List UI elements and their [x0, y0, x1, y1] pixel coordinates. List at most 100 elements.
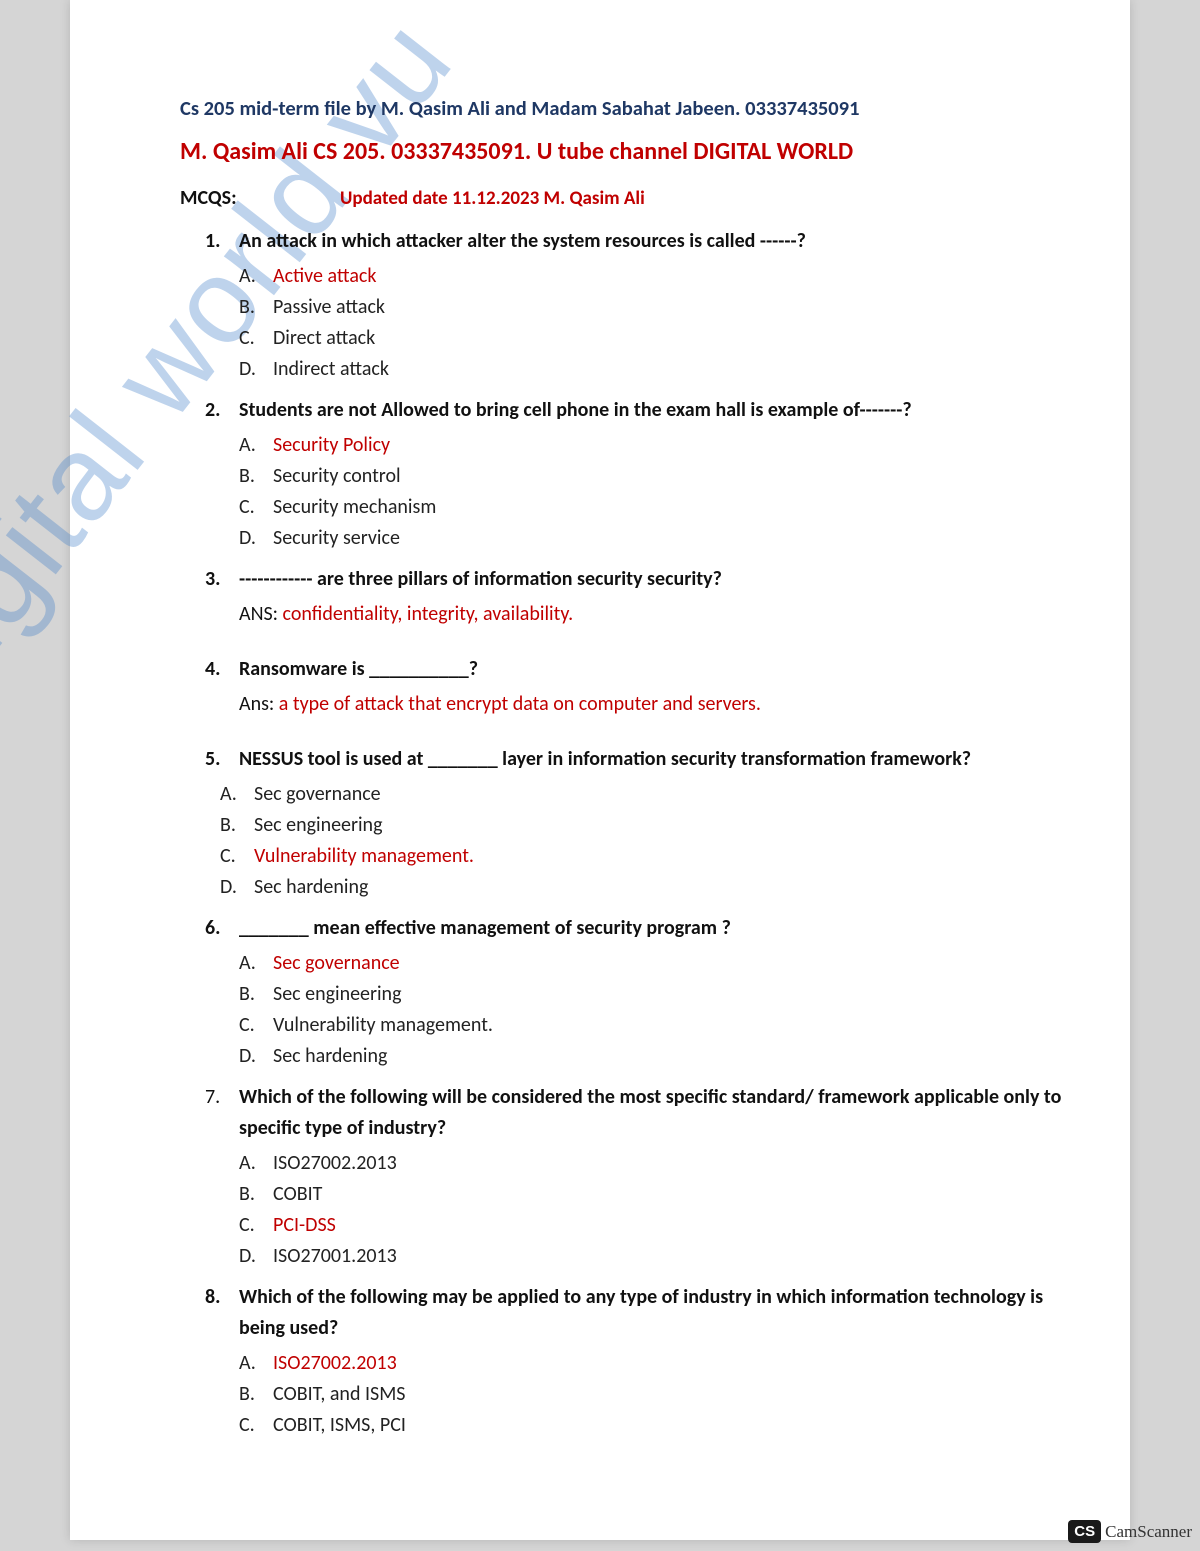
option-letter: B. [239, 979, 273, 1010]
option-letter: C. [239, 1210, 273, 1241]
content-area: Cs 205 mid-term file by M. Qasim Ali and… [125, 95, 1075, 1441]
option-letter: D. [239, 523, 273, 554]
question-body: Which of the following may be applied to… [239, 1282, 1075, 1344]
option-letter: D. [239, 354, 273, 385]
answer-value: confidentiality, integrity, availability… [283, 602, 574, 626]
option-letter: A. [239, 948, 273, 979]
question-text: 6. _______ mean effective management of … [180, 913, 1075, 944]
option-d: D.Security service [239, 523, 1075, 554]
updated-date: Updated date 11.12.2023 M. Qasim Ali [340, 187, 645, 210]
option-a: A.ISO27002.2013 [239, 1348, 1075, 1379]
option-b: B.Security control [239, 461, 1075, 492]
question-body: An attack in which attacker alter the sy… [239, 226, 1075, 257]
option-text: Indirect attack [273, 354, 389, 385]
option-text: ISO27001.2013 [273, 1241, 397, 1272]
option-letter: B. [239, 292, 273, 323]
spacer [180, 640, 1075, 654]
spacer [180, 730, 1075, 744]
option-letter: C. [239, 323, 273, 354]
option-c: C.PCI-DSS [239, 1210, 1075, 1241]
question-text: 8. Which of the following may be applied… [180, 1282, 1075, 1344]
option-c: C.Security mechanism [239, 492, 1075, 523]
option-b: B.COBIT [239, 1179, 1075, 1210]
mcqs-row: MCQS: Updated date 11.12.2023 M. Qasim A… [180, 186, 1075, 210]
option-letter: D. [239, 1041, 273, 1072]
option-text: COBIT, and ISMS [273, 1379, 406, 1410]
question-number: 7. [205, 1082, 239, 1113]
options-list: A.ISO27002.2013 B.COBIT C.PCI-DSS D.ISO2… [180, 1148, 1075, 1272]
option-letter: B. [239, 1179, 273, 1210]
option-text: Sec hardening [254, 872, 368, 903]
option-text: Sec engineering [254, 810, 382, 841]
option-c: C.Vulnerability management. [239, 1010, 1075, 1041]
option-text: Direct attack [273, 323, 375, 354]
answer-value: a type of attack that encrypt data on co… [279, 692, 761, 716]
options-list: A.ISO27002.2013 B.COBIT, and ISMS C.COBI… [180, 1348, 1075, 1441]
option-letter: A. [239, 1348, 273, 1379]
option-text: COBIT, ISMS, PCI [273, 1410, 406, 1441]
options-list: A.Sec governance B.Sec engineering C.Vul… [180, 779, 1075, 903]
option-a: A.Active attack [239, 261, 1075, 292]
option-letter: D. [239, 1241, 273, 1272]
question-1: 1. An attack in which attacker alter the… [180, 226, 1075, 385]
question-text: 5. NESSUS tool is used at _______ layer … [180, 744, 1075, 775]
option-a: A.Security Policy [239, 430, 1075, 461]
option-c: C.COBIT, ISMS, PCI [239, 1410, 1075, 1441]
options-list: A.Sec governance B.Sec engineering C.Vul… [180, 948, 1075, 1072]
option-letter: C. [239, 1010, 273, 1041]
options-list: A.Active attack B.Passive attack C.Direc… [180, 261, 1075, 385]
answer-label: ANS: [239, 602, 283, 626]
option-text: PCI-DSS [273, 1210, 336, 1241]
question-body: Students are not Allowed to bring cell p… [239, 395, 1075, 426]
option-b: B.Sec engineering [220, 810, 1075, 841]
camscanner-text: CamScanner [1105, 1522, 1192, 1542]
option-b: B.Passive attack [239, 292, 1075, 323]
option-text: Vulnerability management. [273, 1010, 493, 1041]
option-letter: C. [220, 841, 254, 872]
option-d: D.ISO27001.2013 [239, 1241, 1075, 1272]
question-number: 3. [205, 564, 239, 595]
question-body: Which of the following will be considere… [239, 1082, 1075, 1144]
option-letter: D. [220, 872, 254, 903]
question-list: 1. An attack in which attacker alter the… [180, 226, 1075, 1441]
option-text: ISO27002.2013 [273, 1148, 397, 1179]
option-text: ISO27002.2013 [273, 1348, 397, 1379]
option-b: B.COBIT, and ISMS [239, 1379, 1075, 1410]
question-number: 8. [205, 1282, 239, 1313]
camscanner-watermark: CS CamScanner [1068, 1520, 1192, 1543]
option-text: Sec governance [273, 948, 400, 979]
option-text: Active attack [273, 261, 376, 292]
question-number: 4. [205, 654, 239, 685]
question-text: 4. Ransomware is __________? [180, 654, 1075, 685]
question-text: 2. Students are not Allowed to bring cel… [180, 395, 1075, 426]
mcqs-label: MCQS: [180, 186, 340, 210]
option-letter: B. [239, 461, 273, 492]
option-letter: A. [239, 430, 273, 461]
option-text: Vulnerability management. [254, 841, 474, 872]
option-text: Security control [273, 461, 401, 492]
question-5: 5. NESSUS tool is used at _______ layer … [180, 744, 1075, 903]
question-7: 7. Which of the following will be consid… [180, 1082, 1075, 1272]
camscanner-badge: CS [1068, 1520, 1101, 1543]
question-4: 4. Ransomware is __________? Ans: a type… [180, 654, 1075, 720]
option-letter: B. [239, 1379, 273, 1410]
question-body: NESSUS tool is used at _______ layer in … [239, 744, 1075, 775]
question-text: 7. Which of the following will be consid… [180, 1082, 1075, 1144]
option-text: Security Policy [273, 430, 390, 461]
option-letter: C. [239, 492, 273, 523]
question-number: 2. [205, 395, 239, 426]
option-text: Security mechanism [273, 492, 436, 523]
option-text: COBIT [273, 1179, 322, 1210]
option-letter: A. [239, 261, 273, 292]
answer-line: ANS: confidentiality, integrity, availab… [180, 599, 1075, 630]
question-8: 8. Which of the following may be applied… [180, 1282, 1075, 1441]
option-c: C.Direct attack [239, 323, 1075, 354]
question-text: 3. ------------ are three pillars of inf… [180, 564, 1075, 595]
options-list: A.Security Policy B.Security control C.S… [180, 430, 1075, 554]
question-2: 2. Students are not Allowed to bring cel… [180, 395, 1075, 554]
option-letter: A. [220, 779, 254, 810]
option-text: Passive attack [273, 292, 385, 323]
option-letter: B. [220, 810, 254, 841]
option-text: Security service [273, 523, 400, 554]
option-a: A.Sec governance [239, 948, 1075, 979]
